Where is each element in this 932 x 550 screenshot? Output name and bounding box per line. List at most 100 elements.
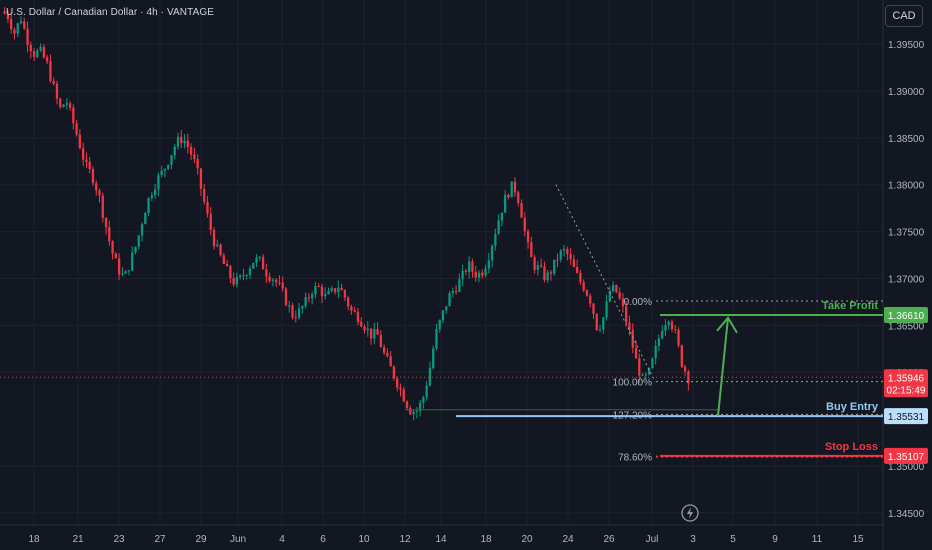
candle-body — [173, 146, 176, 156]
arrow-head — [716, 316, 738, 334]
candle-body — [186, 140, 189, 147]
candle-body — [481, 272, 484, 276]
candle-body — [75, 123, 78, 135]
time-tick-label: 18 — [28, 534, 40, 545]
time-tick-label: 4 — [279, 534, 285, 545]
candle-body — [428, 367, 432, 386]
candle-body — [376, 329, 379, 335]
level-price-label: 1.35531 — [888, 412, 925, 423]
candle-body — [147, 198, 150, 213]
candle-body — [176, 136, 180, 147]
candle-body — [95, 183, 98, 191]
time-tick-label: 15 — [852, 534, 864, 545]
candle-body — [324, 294, 327, 297]
fib-trend-line[interactable] — [555, 184, 656, 382]
candle-body — [464, 270, 468, 272]
candle-body — [526, 231, 530, 243]
candle-body — [180, 136, 183, 144]
candle-body — [46, 57, 49, 62]
candle-body — [229, 266, 232, 279]
candle-body — [422, 397, 425, 403]
candle-body — [454, 291, 458, 293]
candle-body — [261, 256, 265, 270]
level-name-label: Buy Entry — [826, 401, 879, 413]
candle-body — [664, 325, 667, 331]
time-tick-label: 24 — [562, 534, 574, 545]
candle-body — [644, 374, 647, 376]
candle-body — [425, 385, 428, 398]
candle-body — [157, 175, 160, 190]
candle-body — [330, 288, 333, 291]
candle-body — [320, 286, 324, 297]
candle-body — [144, 212, 147, 225]
lightning-bolt-icon[interactable] — [680, 503, 700, 523]
price-axis[interactable]: 1.39500 1.39000 1.38500 1.38000 1.37500 1.370… — [884, 40, 928, 520]
candle-body — [271, 279, 275, 281]
price-tick-label: 1.38000 — [888, 181, 925, 192]
candle-body — [618, 292, 621, 299]
candle-body — [98, 190, 101, 196]
candles — [3, 7, 690, 421]
fib-level-label: 0.00% — [624, 297, 652, 308]
candle-body — [183, 140, 186, 144]
candle-body — [615, 285, 618, 293]
time-tick-label: 29 — [195, 534, 207, 545]
price-tick-label: 1.39500 — [888, 40, 925, 51]
candle-body — [127, 270, 131, 272]
candle-body — [337, 287, 340, 293]
candle-body — [307, 297, 311, 299]
candle-body — [258, 256, 261, 258]
candle-body — [150, 195, 153, 199]
candle-body — [487, 260, 490, 269]
level-price-tag[interactable] — [884, 447, 928, 464]
candle-body — [405, 401, 409, 408]
candle-body — [536, 265, 540, 270]
candle-body — [193, 154, 196, 160]
level-price-label: 1.35107 — [888, 452, 925, 463]
candle-body — [288, 305, 291, 307]
candle-body — [111, 241, 114, 254]
candle-body — [517, 192, 520, 204]
candle-body — [222, 255, 225, 264]
candle-body — [360, 321, 363, 327]
candle-body — [82, 148, 85, 160]
level-price-tag[interactable] — [884, 307, 928, 323]
candle-body — [140, 224, 144, 236]
candle-body — [628, 322, 631, 330]
current-price-tag[interactable] — [884, 369, 928, 398]
candle-body — [484, 268, 487, 276]
candle-body — [225, 263, 229, 267]
candle-body — [445, 306, 448, 311]
candle-body — [608, 291, 611, 302]
level-name-label: Stop Loss — [825, 441, 878, 453]
candle-body — [572, 259, 576, 267]
time-axis[interactable]: 18 21 23 27 29 Jun 4 6 10 12 14 18 20 24 26 Jul 3 5 9 11 15 — [28, 534, 864, 545]
candle-body — [275, 279, 278, 283]
candle-body — [10, 18, 13, 30]
price-tick-label: 1.36500 — [888, 321, 925, 332]
candle-body — [579, 272, 582, 282]
candle-body — [131, 252, 134, 271]
level-price-tag[interactable] — [884, 408, 928, 425]
candle-body — [78, 134, 82, 149]
candle-body — [589, 295, 592, 304]
candle-body — [438, 320, 441, 330]
projection-arrow[interactable] — [717, 317, 729, 417]
candle-body — [441, 310, 445, 321]
candle-body — [29, 44, 32, 52]
time-tick-label: 18 — [480, 534, 492, 545]
candle-body — [468, 261, 471, 272]
candle-body — [510, 181, 513, 198]
candle-body — [36, 50, 39, 57]
candle-body — [611, 285, 615, 292]
time-tick-label: 26 — [603, 534, 615, 545]
candle-body — [42, 46, 46, 58]
candle-body — [605, 301, 608, 318]
candle-body — [19, 21, 23, 24]
candle-body — [566, 248, 569, 255]
currency-button[interactable]: CAD — [885, 5, 923, 27]
drawings[interactable]: 0.00%100.00%127.20%78.60%Take ProfitBuy … — [0, 184, 883, 464]
candle-body — [297, 308, 301, 318]
candle-body — [402, 389, 405, 402]
